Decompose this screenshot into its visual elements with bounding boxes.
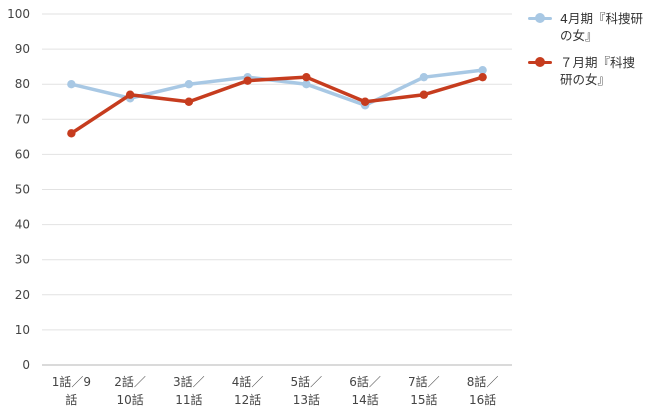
x-tick-label-line: 6話／	[349, 374, 381, 389]
x-tick-label: 8話／ 16話	[467, 374, 499, 407]
legend-item-april: 4月期『科捜研 の女』	[526, 10, 656, 44]
x-tick-label: 2話／ 10話	[114, 374, 146, 407]
x-tick-label-line: 10話	[116, 392, 143, 407]
legend-label-line-2: の女』	[560, 28, 598, 43]
y-tick-label: 30	[15, 253, 30, 267]
data-point	[419, 72, 429, 82]
legend-label-line-1: 4月期『科捜研	[560, 11, 643, 26]
x-tick-label-line: 3話／	[173, 374, 205, 389]
x-tick-label: 7話／ 15話	[408, 374, 440, 407]
x-tick-label: 4話／ 12話	[232, 374, 264, 407]
x-tick-label-line: 14話	[351, 392, 378, 407]
x-tick-label-line: 13話	[293, 392, 320, 407]
x-tick-label: 6話／ 14話	[349, 374, 381, 407]
series-2	[67, 72, 487, 138]
y-tick-label: 20	[15, 288, 30, 302]
y-tick-label: 10	[15, 323, 30, 337]
data-point	[184, 80, 194, 89]
y-tick-label: 90	[15, 42, 30, 56]
legend-dot-swatch	[535, 57, 545, 67]
x-tick-label: 5話／ 13話	[291, 374, 323, 407]
x-tick-label: 3話／ 11話	[173, 374, 205, 407]
legend: 4月期『科捜研 の女』 ７月期『科捜 研の女』	[526, 10, 656, 98]
grid-lines	[42, 13, 512, 366]
x-tick-label-line: 2話／	[114, 374, 146, 389]
series-1	[67, 65, 487, 110]
y-tick-label: 100	[7, 7, 30, 21]
data-point	[243, 76, 252, 85]
data-point	[478, 65, 487, 75]
legend-label-line-1: ７月期『科捜	[560, 55, 636, 70]
x-tick-label-line: 1話／9	[52, 374, 91, 389]
data-point	[478, 72, 487, 82]
data-point	[184, 97, 194, 106]
x-tick-label-line: 話	[65, 392, 77, 407]
data-point	[360, 97, 370, 106]
y-tick-label: 60	[15, 147, 30, 161]
data-point	[302, 72, 311, 82]
x-tick-label-line: 11話	[175, 392, 202, 407]
legend-dot-swatch	[535, 13, 545, 23]
data-point	[125, 90, 135, 99]
x-tick-label-line: 12話	[234, 392, 261, 407]
series-line	[69, 75, 485, 136]
x-tick-label-line: 8話／	[467, 374, 499, 389]
y-tick-label: 50	[15, 183, 30, 197]
x-tick-label-line: 7話／	[408, 374, 440, 389]
data-point	[419, 90, 429, 99]
x-tick-label-line: 16話	[469, 392, 496, 407]
legend-item-july: ７月期『科捜 研の女』	[526, 54, 656, 88]
y-axis: 0 10 20 30 40 50 60 70 80 90 100	[7, 7, 30, 372]
y-tick-label: 40	[15, 218, 30, 232]
data-point	[67, 80, 76, 89]
x-tick-label-line: 15話	[410, 392, 437, 407]
plot-area	[67, 65, 487, 138]
legend-label-line-2: 研の女』	[560, 72, 611, 87]
x-tick-label: 1話／9 話	[52, 374, 91, 407]
x-tick-label-line: 4話／	[232, 374, 264, 389]
y-tick-label: 70	[15, 112, 30, 126]
data-point	[302, 80, 311, 89]
y-tick-label: 0	[22, 358, 30, 372]
x-tick-label-line: 5話／	[291, 374, 323, 389]
y-tick-label: 80	[15, 77, 30, 91]
data-point	[67, 129, 76, 138]
